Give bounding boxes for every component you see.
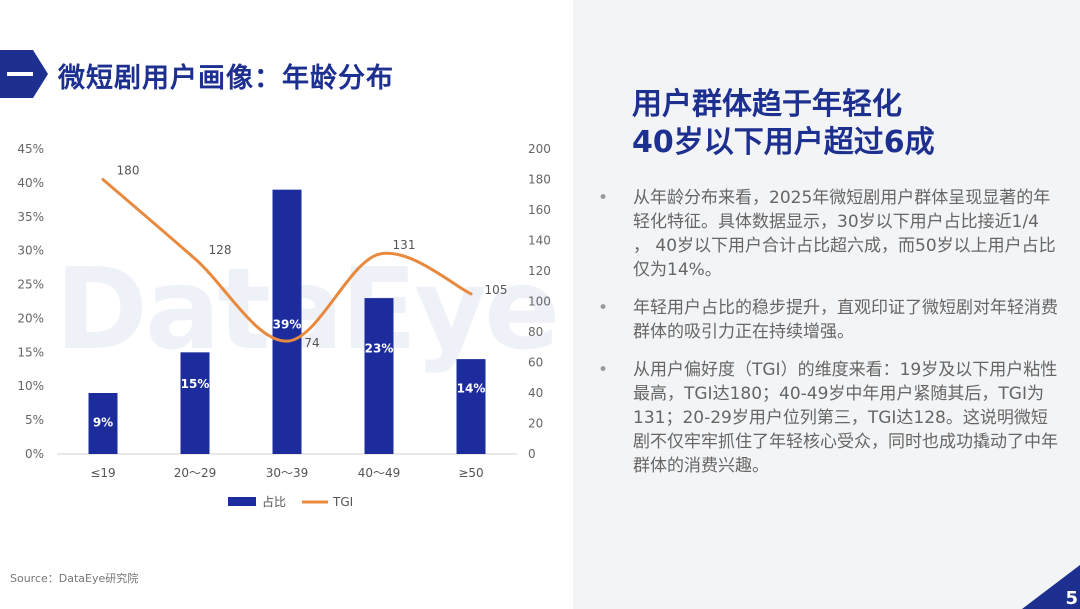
headline-line-1: 用户群体趋于年轻化 <box>632 87 902 122</box>
page-title: 微短剧用户画像：年龄分布 <box>58 63 394 94</box>
y-left-tick-label: 30% <box>17 244 44 258</box>
x-tick-label: ≥50 <box>458 466 483 480</box>
y-right-tick-label: 20 <box>528 417 543 431</box>
bar-share <box>456 359 486 454</box>
y-left-tick-label: 35% <box>17 210 44 224</box>
bar-data-label: 15% <box>181 377 210 391</box>
bar-data-label: 23% <box>365 342 394 356</box>
bar-data-label: 9% <box>93 416 113 430</box>
source-note: Source：DataEye研究院 <box>10 572 139 585</box>
tgi-data-label: 74 <box>304 336 319 350</box>
bullet-text: 从年龄分布来看，2025年微短剧用户群体呈现显著的年轻化特征。具体数据显示，30… <box>633 188 1056 280</box>
headline: 用户群体趋于年轻化 40岁以下用户超过6成 <box>632 86 935 162</box>
age-distribution-chart: 0% 5% 10% 15% 20% 25% 30% 35% 40% 45% 0 20 40 60 80 100… <box>17 142 551 509</box>
bar-share <box>272 189 302 454</box>
headline-line-2: 40岁以下用户超过6成 <box>632 125 935 160</box>
tgi-series-line <box>101 178 473 343</box>
legend-bar-label: 占比 <box>262 494 286 509</box>
y-left-tick-label: 0% <box>25 447 44 461</box>
title-tab-shape <box>0 50 48 98</box>
bar-data-label: 14% <box>457 381 486 395</box>
page-number-tab <box>1022 565 1080 609</box>
y-right-tick-label: 100 <box>528 295 551 309</box>
x-tick-label: ≤19 <box>90 466 115 480</box>
bar-share <box>180 352 210 454</box>
y-left-tick-label: 5% <box>25 413 44 427</box>
bullet-item: • 年轻用户占比的稳步提升，直观印证了微短剧对年轻消费群体的吸引力正在持续增强。 <box>598 296 1058 344</box>
tgi-data-label: 128 <box>209 243 232 257</box>
y-left-tick-label: 20% <box>17 311 44 325</box>
y-left-tick-label: 45% <box>17 142 44 156</box>
bullet-text: 年轻用户占比的稳步提升，直观印证了微短剧对年轻消费群体的吸引力正在持续增强。 <box>633 298 1058 342</box>
y-right-tick-label: 60 <box>528 356 543 370</box>
y-left-tick-label: 25% <box>17 278 44 292</box>
bullet-dot-icon: • <box>598 188 609 208</box>
legend-line-label: TGI <box>332 495 353 509</box>
bar-share <box>364 298 394 454</box>
watermark-logo: DataEye <box>55 245 560 375</box>
right-panel <box>573 0 1080 609</box>
tgi-data-label: 105 <box>485 283 508 297</box>
y-right-tick-label: 160 <box>528 203 551 217</box>
x-tick-label: 30～39 <box>266 466 309 480</box>
x-tick-label: 40～49 <box>358 466 401 480</box>
y-right-tick-label: 40 <box>528 386 543 400</box>
bullet-dot-icon: • <box>598 298 609 318</box>
y-right-tick-label: 140 <box>528 234 551 248</box>
bullet-text: 从用户偏好度（TGI）的维度来看：19岁及以下用户粘性最高，TGI达180；40… <box>633 360 1058 476</box>
bullet-item: • 从年龄分布来看，2025年微短剧用户群体呈现显著的年轻化特征。具体数据显示，3… <box>598 186 1058 282</box>
y-right-tick-label: 120 <box>528 264 551 278</box>
bullet-item: • 从用户偏好度（TGI）的维度来看：19岁及以下用户粘性最高，TGI达180；4… <box>598 358 1058 478</box>
page-number: 5 <box>1065 588 1078 609</box>
bar-share <box>88 393 118 454</box>
x-tick-label: 20～29 <box>174 466 217 480</box>
tgi-data-label: 180 <box>117 164 140 178</box>
tgi-data-label: 131 <box>393 238 416 252</box>
legend-bar-swatch <box>228 497 256 506</box>
y-right-tick-label: 200 <box>528 142 551 156</box>
y-left-tick-label: 10% <box>17 379 44 393</box>
y-left-tick-label: 15% <box>17 345 44 359</box>
y-right-tick-label: 0 <box>528 447 536 461</box>
bullet-list: • 从年龄分布来看，2025年微短剧用户群体呈现显著的年轻化特征。具体数据显示，3… <box>598 186 1058 492</box>
y-right-tick-label: 80 <box>528 325 543 339</box>
y-left-tick-label: 40% <box>17 176 44 190</box>
bar-data-label: 39% <box>273 318 302 332</box>
y-right-tick-label: 180 <box>528 173 551 187</box>
bullet-dot-icon: • <box>598 360 609 380</box>
